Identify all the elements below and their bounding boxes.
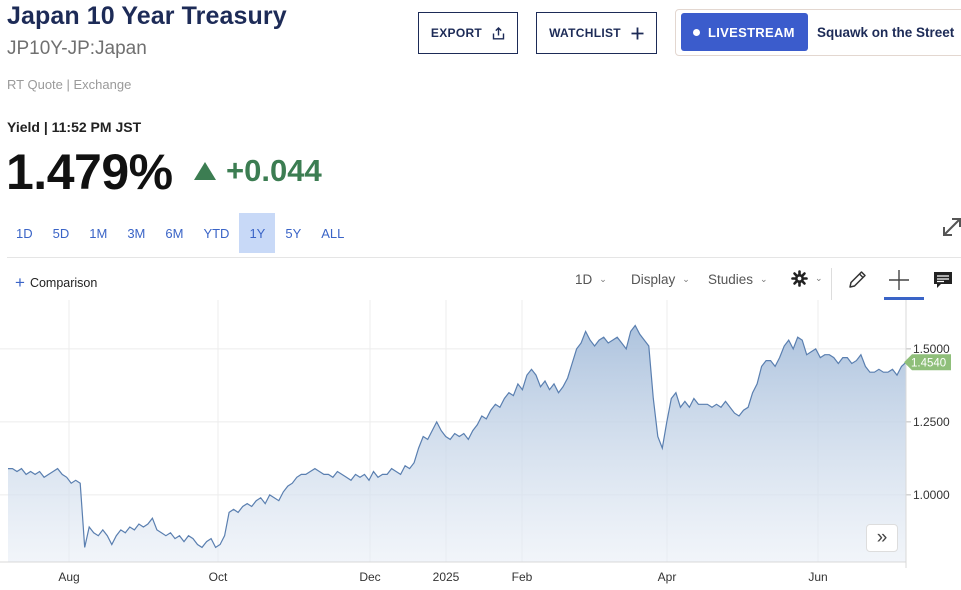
pencil-icon[interactable] — [846, 268, 868, 292]
range-button-1m[interactable]: 1M — [89, 225, 108, 241]
last-price-tag — [904, 354, 951, 371]
up-triangle-icon — [194, 162, 216, 180]
settings-dropdown[interactable]: ⌄ — [791, 270, 823, 287]
range-button-ytd[interactable]: YTD — [203, 225, 230, 241]
x-tick-label: 2025 — [433, 570, 460, 584]
x-tick-label: Dec — [359, 570, 380, 584]
expand-icon[interactable] — [940, 213, 961, 239]
quote-source: RT Quote | Exchange — [7, 77, 132, 92]
watchlist-button[interactable]: WATCHLIST — [536, 12, 657, 54]
livestream-show-link[interactable]: Squawk on the Street — [817, 25, 955, 40]
range-button-1d[interactable]: 1D — [16, 225, 33, 241]
interval-dropdown[interactable]: 1D ⌄ — [575, 272, 607, 287]
export-button[interactable]: EXPORT — [418, 12, 518, 54]
display-label: Display — [631, 272, 676, 287]
plus-icon: + — [15, 273, 25, 292]
x-tick-label: Aug — [58, 570, 79, 584]
price-chart[interactable]: Aug Oct Dec 2025 Feb Apr Jun 1.5000 1.2500 1.0000… — [0, 300, 961, 590]
comparison-label: Comparison — [29, 275, 98, 290]
yield-timestamp: Yield | 11:52 PM JST — [7, 119, 142, 135]
x-tick-label: Jun — [808, 570, 827, 584]
scroll-to-latest-button[interactable]: » — [866, 524, 898, 552]
livestream-panel: LIVESTREAM Squawk on the Street — [675, 9, 961, 56]
share-icon — [492, 26, 505, 39]
livestream-label: LIVESTREAM — [708, 24, 795, 40]
price-change-value: +0.044 — [226, 153, 322, 188]
range-button-6m[interactable]: 6M — [165, 225, 184, 241]
studies-label: Studies — [708, 272, 754, 287]
x-tick-label: Oct — [209, 570, 228, 584]
y-tick-label: 1.2500 — [913, 415, 950, 429]
export-label: EXPORT — [430, 26, 483, 40]
comparison-button[interactable]: + Comparison — [15, 274, 97, 291]
y-tick-label: 1.5000 — [913, 342, 950, 356]
display-dropdown[interactable]: Display ⌄ — [631, 272, 690, 287]
studies-dropdown[interactable]: Studies ⌄ — [708, 272, 768, 287]
series-area — [8, 325, 906, 562]
chevron-down-icon: ⌄ — [599, 274, 607, 284]
x-tick-label: Feb — [512, 570, 533, 584]
range-button-5d[interactable]: 5D — [52, 225, 70, 241]
toolbar-separator — [831, 268, 832, 300]
range-button-3m[interactable]: 3M — [127, 225, 146, 241]
live-dot-icon — [693, 28, 700, 36]
plus-icon — [631, 27, 644, 39]
y-tick-label: 1.0000 — [913, 488, 950, 502]
range-button-all[interactable]: ALL — [321, 225, 345, 241]
range-button-1y[interactable]: 1Y — [239, 213, 276, 253]
livestream-button[interactable]: LIVESTREAM — [681, 13, 808, 51]
interval-label: 1D — [575, 272, 593, 287]
series-line — [8, 324, 907, 549]
range-button-5y[interactable]: 5Y — [285, 225, 302, 241]
watchlist-label: WATCHLIST — [549, 26, 621, 40]
gear-icon — [791, 270, 808, 287]
page-title: Japan 10 Year Treasury — [7, 2, 287, 30]
last-price-tag-label: 1.4540 — [911, 357, 946, 369]
chevron-down-icon: ⌄ — [682, 274, 690, 284]
crosshair-active-indicator — [884, 297, 924, 300]
chevron-down-icon: ⌄ — [815, 273, 823, 283]
x-tick-label: Apr — [658, 570, 677, 584]
crosshair-icon[interactable] — [886, 268, 912, 292]
symbol-label: JP10Y-JP:Japan — [7, 38, 147, 59]
time-range-selector: 1D 5D 1M 3M 6M YTD 1Y 5Y ALL — [6, 213, 354, 253]
chevron-down-icon: ⌄ — [760, 274, 768, 284]
last-price: 1.479% — [6, 144, 173, 200]
price-change: +0.044 — [194, 153, 322, 189]
double-chevron-right-icon: » — [876, 527, 888, 548]
comment-icon[interactable] — [932, 268, 954, 292]
toolbar-divider — [7, 257, 961, 258]
